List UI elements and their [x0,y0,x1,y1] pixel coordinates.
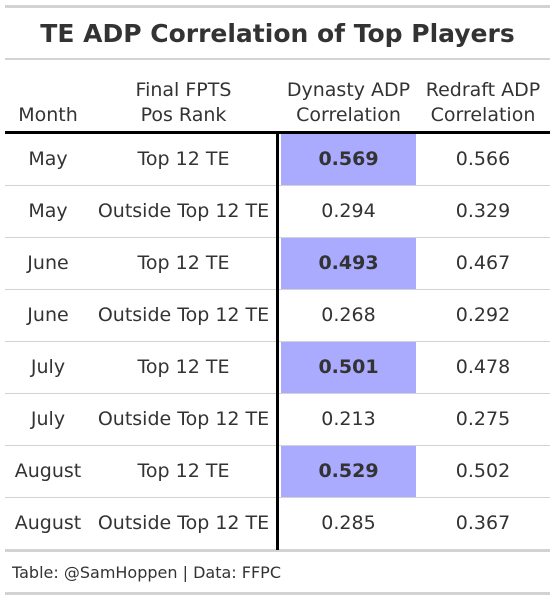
cell-redraft: 0.329 [455,200,511,222]
header-dynasty-line-2: Correlation [296,104,401,126]
cell-rank: Top 12 TE [137,356,230,378]
cell-month: August [14,460,82,482]
cell-dynasty: 0.501 [281,342,416,393]
cell-dynasty: 0.529 [281,446,416,497]
cell-rank: Outside Top 12 TE [97,408,270,430]
cell-rank: Outside Top 12 TE [97,304,270,326]
cell-month: May [28,148,68,170]
header-dynasty: Dynasty ADP Correlation [281,66,416,128]
cell-redraft: 0.502 [455,460,511,482]
header-redraft-line-1: Redraft ADP [425,79,541,101]
table-row: May Outside Top 12 TE 0.294 0.329 [5,186,550,238]
cell-redraft: 0.467 [455,252,511,274]
cell-month: July [30,356,66,378]
header-month-line-1: Month [18,104,78,126]
cell-month: June [27,252,69,274]
table-title: TE ADP Correlation of Top Players [40,19,515,48]
table-row: June Top 12 TE 0.493 0.467 [5,238,550,290]
cell-month: July [30,408,66,430]
cell-dynasty: 0.294 [321,200,376,222]
header-rank-line-2: Pos Rank [140,104,227,126]
table-row: July Top 12 TE 0.501 0.478 [5,342,550,394]
table-body: May Top 12 TE 0.569 0.566 May Outside Top 12 … [5,134,550,550]
cell-redraft: 0.367 [455,512,511,534]
header-rank-line-1: Final FPTS [135,79,232,101]
table-row: June Outside Top 12 TE 0.268 0.292 [5,290,550,342]
cell-dynasty: 0.493 [281,238,416,289]
cell-month: May [28,200,68,222]
cell-dynasty: 0.569 [281,134,416,185]
header-rule [5,131,550,134]
cell-redraft: 0.292 [455,304,511,326]
top-rule [5,5,550,8]
cell-redraft: 0.275 [455,408,511,430]
cell-rank: Top 12 TE [137,148,230,170]
cell-redraft: 0.566 [455,148,511,170]
cell-rank: Top 12 TE [137,460,230,482]
header-rank: Final FPTS Pos Rank [91,66,276,128]
header-redraft-line-2: Correlation [430,104,536,126]
cell-month: June [27,304,69,326]
header-dynasty-line-1: Dynasty ADP [286,79,411,101]
cell-rank: Outside Top 12 TE [97,512,270,534]
cell-dynasty: 0.285 [321,512,376,534]
table-row: July Outside Top 12 TE 0.213 0.275 [5,394,550,446]
column-divider [276,134,279,552]
cell-rank: Top 12 TE [137,252,230,274]
bottom-rule [5,550,550,552]
cell-redraft: 0.478 [455,356,511,378]
header-redraft: Redraft ADP Correlation [416,66,550,128]
cell-rank: Outside Top 12 TE [97,200,270,222]
cell-dynasty: 0.213 [321,408,376,430]
end-rule [5,592,550,595]
header-month: Month [5,66,91,128]
cell-dynasty: 0.268 [321,304,376,326]
cell-month: August [14,512,82,534]
title-rule [5,58,550,60]
source-note: Table: @SamHoppen | Data: FFPC [12,563,281,582]
